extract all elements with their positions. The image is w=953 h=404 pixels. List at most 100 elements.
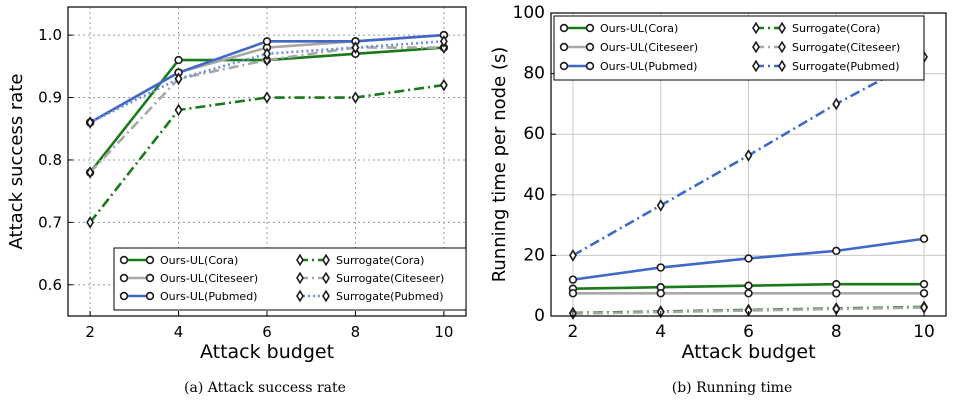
legend-marker [145,255,155,265]
legend-marker [322,271,330,285]
legend-label: Ours-UL(Cora) [160,254,238,267]
legend-label: Surrogate(Pubmed) [792,60,900,73]
legend-box [113,247,467,311]
data-point [919,289,929,298]
legend-label: Ours-UL(Citeseer) [160,272,258,285]
legend-marker [296,271,304,285]
y-tick-label: 60 [523,124,545,144]
data-point [568,289,578,298]
y-tick-label: 1.0 [38,26,62,44]
legend-marker [585,42,595,52]
legend-marker [559,42,569,52]
x-axis-label: Attack budget [681,341,815,363]
legend-marker [752,21,760,35]
series-line-4 [89,46,444,174]
data-point [174,72,183,86]
legend-label: Ours-UL(Pubmed) [600,60,697,73]
legend-marker [322,253,330,267]
legend: Ours-UL(Cora) Ours-UL(Citeseer) Ours-UL(Pu… [553,15,925,81]
legend-marker [145,273,155,283]
data-point [263,47,271,61]
y-tick-label: 0.7 [38,213,62,231]
data-point [919,279,929,289]
data-point [656,199,665,212]
data-point [86,216,95,229]
legend-marker [778,21,786,35]
legend-label: Surrogate(Citeseer) [792,41,900,54]
data-point [656,263,665,272]
data-point [86,116,95,129]
legend-label: Ours-UL(Cora) [600,22,678,35]
x-tick-label: 4 [655,322,666,342]
legend-marker [778,40,786,54]
legend-marker [752,40,760,54]
data-point [744,254,753,263]
data-point [568,275,578,284]
legend-marker [585,23,595,33]
legend-marker [119,273,129,283]
data-point [656,289,665,298]
y-axis-label: Running time per node (s) [489,47,510,283]
x-tick-label: 6 [262,323,272,341]
y-tick-label: 40 [523,185,545,205]
data-point [263,91,271,104]
legend-label: Surrogate(Cora) [336,254,424,267]
x-tick-label: 8 [351,323,361,341]
y-axis-label: Attack success rate [6,74,27,250]
data-point [174,55,183,65]
legend-label: Surrogate(Pubmed) [336,290,444,303]
y-tick-label: 0.6 [38,276,62,294]
x-tick-label: 4 [174,323,184,341]
data-point [832,246,841,256]
data-point [744,281,753,290]
data-point [569,249,577,262]
data-point [439,35,448,48]
legend-label: Ours-UL(Pubmed) [160,290,257,303]
legend-label: Surrogate(Cora) [792,22,880,35]
series-line-3 [89,83,445,224]
x-tick-label: 8 [831,322,842,342]
legend-marker [119,291,129,301]
y-tick-label: 0.8 [38,151,62,169]
legend-marker [145,291,155,301]
legend-marker [296,289,304,303]
legend-marker [752,59,760,73]
x-tick-label: 10 [434,323,453,341]
legend: Ours-UL(Cora) Ours-UL(Citeseer) Ours-UL(Pu… [113,247,467,311]
data-point [351,91,360,104]
caption-b: (b) Running time [672,380,793,396]
legend-marker [778,59,786,73]
legend-label: Surrogate(Citeseer) [336,272,444,285]
data-point [832,97,841,111]
legend-marker [119,255,129,265]
data-point [832,289,841,298]
legend-marker [559,61,569,71]
caption-a: (a) Attack success rate [184,380,346,396]
x-tick-label: 6 [743,322,754,342]
y-tick-label: 0 [534,306,545,326]
legend-label: Ours-UL(Citeseer) [600,41,698,54]
data-point [86,166,95,179]
x-tick-label: 2 [85,323,95,341]
legend-box [553,15,925,81]
x-tick-label: 2 [568,322,579,342]
legend-marker [559,23,569,33]
legend-marker [296,253,304,267]
data-point [832,279,841,289]
data-point [351,41,360,54]
x-axis-label: Attack budget [200,341,334,363]
y-tick-label: 80 [523,64,545,84]
data-point [744,149,753,162]
y-tick-label: 100 [513,3,545,23]
data-point [174,103,183,117]
y-tick-label: 20 [523,245,545,265]
chart-attack-success-rate: 2 4 6 8 10 0.6 0.7 0.8 0.9 1.0 Attack budget Attack… [6,6,467,363]
data-point [262,37,272,46]
y-tick-label: 0.9 [38,89,62,107]
x-tick-label: 10 [913,322,935,342]
data-point [919,234,929,243]
legend-marker [322,289,330,303]
data-point [439,78,448,92]
